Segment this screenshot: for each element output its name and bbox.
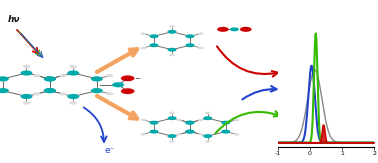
Circle shape: [20, 94, 33, 99]
Circle shape: [217, 27, 229, 32]
Circle shape: [23, 65, 30, 68]
Circle shape: [106, 92, 114, 96]
Circle shape: [70, 65, 77, 68]
Circle shape: [198, 119, 204, 121]
Circle shape: [33, 74, 40, 77]
Circle shape: [169, 111, 175, 114]
Circle shape: [169, 54, 175, 56]
Circle shape: [149, 34, 158, 38]
Circle shape: [185, 121, 194, 125]
Circle shape: [149, 121, 158, 125]
Circle shape: [23, 101, 30, 105]
Text: −: −: [134, 76, 140, 82]
Circle shape: [205, 140, 211, 143]
Circle shape: [106, 74, 114, 77]
Circle shape: [121, 75, 135, 81]
Circle shape: [230, 27, 239, 31]
Circle shape: [221, 121, 230, 125]
Circle shape: [176, 133, 182, 136]
Circle shape: [140, 32, 146, 35]
Circle shape: [44, 88, 56, 93]
Circle shape: [67, 94, 79, 99]
Circle shape: [186, 121, 195, 125]
Circle shape: [240, 27, 252, 32]
Circle shape: [140, 133, 146, 136]
Circle shape: [198, 32, 204, 35]
Circle shape: [59, 74, 67, 77]
Circle shape: [234, 119, 240, 121]
Circle shape: [198, 47, 204, 49]
Circle shape: [67, 70, 79, 76]
Circle shape: [149, 130, 158, 134]
Circle shape: [186, 43, 195, 47]
Circle shape: [140, 47, 146, 49]
Circle shape: [33, 92, 40, 96]
Circle shape: [186, 34, 195, 38]
Circle shape: [121, 88, 135, 94]
Text: e⁻: e⁻: [104, 146, 115, 155]
Circle shape: [176, 119, 182, 121]
Circle shape: [140, 119, 146, 121]
Circle shape: [44, 76, 56, 82]
Circle shape: [44, 76, 56, 82]
Circle shape: [205, 111, 211, 114]
Circle shape: [70, 101, 77, 105]
Circle shape: [203, 134, 212, 138]
Circle shape: [167, 48, 177, 52]
Circle shape: [0, 88, 9, 93]
Text: hν: hν: [8, 15, 20, 24]
Circle shape: [167, 134, 177, 138]
Circle shape: [203, 116, 212, 120]
Circle shape: [167, 116, 177, 120]
Circle shape: [91, 88, 103, 93]
Circle shape: [221, 130, 230, 134]
Circle shape: [185, 130, 194, 134]
Circle shape: [169, 25, 175, 28]
Circle shape: [186, 130, 195, 134]
Circle shape: [59, 92, 67, 96]
Circle shape: [169, 140, 175, 143]
Circle shape: [44, 88, 56, 93]
Circle shape: [0, 76, 9, 82]
Circle shape: [234, 133, 240, 136]
Circle shape: [91, 76, 103, 82]
Circle shape: [149, 43, 158, 47]
Circle shape: [112, 82, 124, 87]
Circle shape: [20, 70, 33, 76]
Circle shape: [198, 133, 204, 136]
Circle shape: [167, 30, 177, 34]
